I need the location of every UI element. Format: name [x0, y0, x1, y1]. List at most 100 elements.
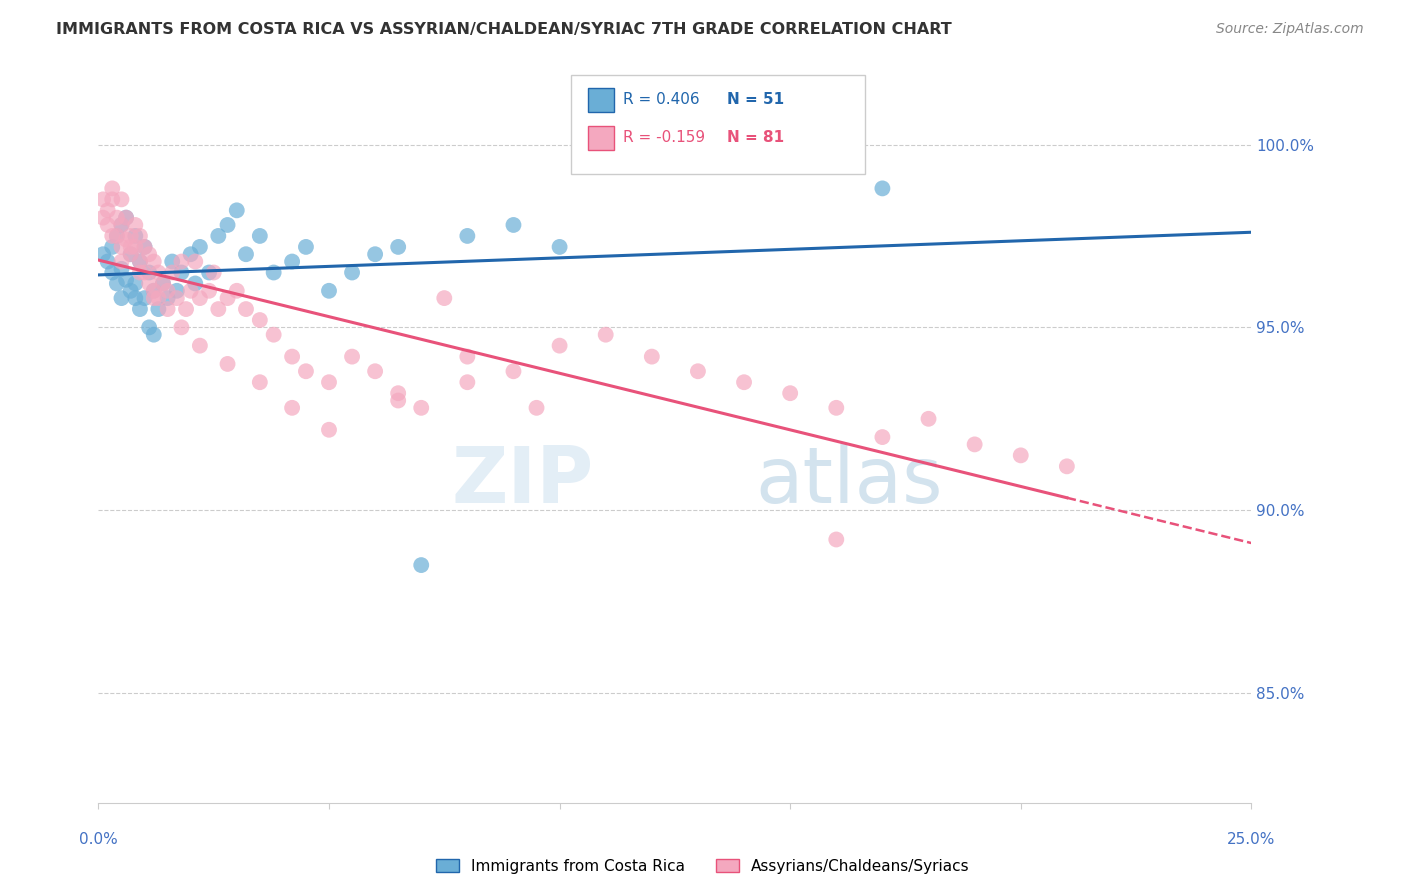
Point [180, 284, 202, 298]
Point [148, 265, 170, 279]
Point [217, 218, 239, 232]
Point [138, 247, 160, 261]
Point [124, 291, 146, 305]
Point [188, 291, 211, 305]
Point [184, 254, 207, 268]
Point [225, 203, 247, 218]
Point [138, 320, 160, 334]
Point [160, 254, 183, 268]
Point [188, 339, 211, 353]
Point [156, 284, 179, 298]
Point [281, 350, 304, 364]
Point [872, 430, 894, 444]
Point [170, 254, 193, 268]
Point [249, 228, 271, 243]
Bar [588, 88, 614, 112]
Point [124, 277, 146, 291]
Point [180, 247, 202, 261]
Point [120, 240, 142, 254]
Point [110, 218, 132, 232]
Point [124, 228, 146, 243]
Point [872, 181, 894, 195]
Point [110, 261, 132, 276]
Point [124, 218, 146, 232]
Point [142, 284, 165, 298]
Point [318, 284, 340, 298]
Point [411, 401, 433, 415]
Point [120, 247, 142, 261]
Point [115, 211, 138, 225]
Point [318, 375, 340, 389]
Text: R = -0.159: R = -0.159 [623, 130, 706, 145]
Point [548, 339, 571, 353]
Text: ZIP: ZIP [451, 443, 595, 519]
Point [433, 291, 456, 305]
Point [249, 313, 271, 327]
Point [502, 218, 524, 232]
Point [295, 240, 318, 254]
Text: IMMIGRANTS FROM COSTA RICA VS ASSYRIAN/CHALDEAN/SYRIAC 7TH GRADE CORRELATION CHA: IMMIGRANTS FROM COSTA RICA VS ASSYRIAN/C… [56, 22, 952, 37]
Point [733, 375, 755, 389]
Point [105, 277, 128, 291]
Point [217, 357, 239, 371]
Text: N = 81: N = 81 [727, 130, 785, 145]
Point [207, 301, 229, 317]
Point [387, 386, 409, 401]
Point [115, 233, 138, 247]
Point [456, 350, 478, 364]
Point [263, 265, 285, 279]
Point [456, 228, 478, 243]
Point [217, 291, 239, 305]
Point [188, 240, 211, 254]
Point [138, 277, 160, 291]
Point [170, 265, 193, 279]
Point [120, 228, 142, 243]
Point [129, 254, 152, 268]
Point [364, 364, 387, 378]
Point [686, 364, 709, 378]
Point [101, 181, 124, 195]
Point [340, 350, 363, 364]
Point [134, 240, 156, 254]
Point [295, 364, 318, 378]
Point [174, 301, 197, 317]
Point [152, 277, 174, 291]
Point [120, 284, 142, 298]
Point [129, 228, 152, 243]
Point [97, 218, 120, 232]
Point [1010, 448, 1032, 462]
Point [110, 254, 132, 268]
Point [202, 265, 225, 279]
Point [129, 254, 152, 268]
Point [166, 291, 188, 305]
Point [281, 254, 304, 268]
Point [105, 228, 128, 243]
Point [156, 301, 179, 317]
Point [148, 301, 170, 317]
Point [129, 301, 152, 317]
Point [101, 240, 124, 254]
Point [134, 240, 156, 254]
Text: Source: ZipAtlas.com: Source: ZipAtlas.com [1216, 22, 1364, 37]
Point [110, 218, 132, 232]
Point [101, 228, 124, 243]
Text: 0.0%: 0.0% [79, 832, 118, 847]
Point [249, 375, 271, 389]
Point [138, 265, 160, 279]
Point [318, 423, 340, 437]
Point [142, 284, 165, 298]
Point [148, 291, 170, 305]
Point [779, 386, 801, 401]
Point [963, 437, 986, 451]
Point [917, 411, 939, 425]
Point [101, 193, 124, 207]
Point [340, 265, 363, 279]
Point [235, 247, 257, 261]
Point [170, 320, 193, 334]
Point [105, 228, 128, 243]
Point [825, 401, 848, 415]
Point [502, 364, 524, 378]
Point [456, 375, 478, 389]
Point [124, 240, 146, 254]
Point [184, 277, 207, 291]
